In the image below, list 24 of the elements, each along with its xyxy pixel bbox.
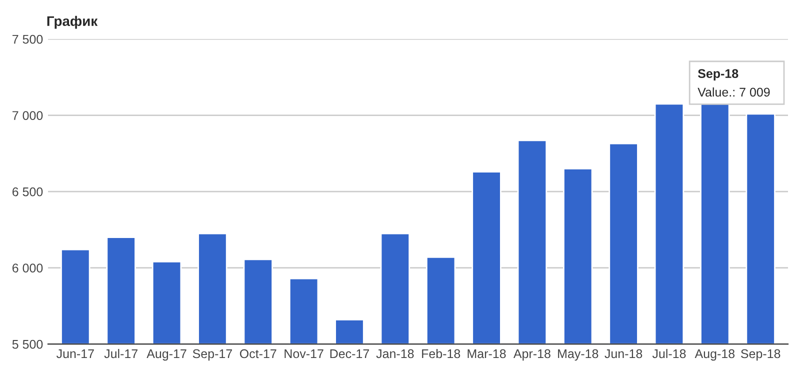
x-tick-label: Aug-18: [694, 349, 735, 361]
y-tick-label: 6 500: [12, 187, 43, 196]
x-tick-label: Dec-17: [330, 349, 370, 358]
annotation: Value.: 7 009: [698, 87, 770, 97]
y-tick-label: 7 500: [12, 34, 43, 44]
y-tick-label: 5 500: [12, 340, 43, 349]
y-tick-label: 7 000: [12, 111, 43, 120]
x-tick-label: May-18: [558, 349, 598, 361]
x-tick-label: Jul-17: [104, 348, 138, 358]
x-tick-label: Jan-18: [376, 349, 414, 358]
x-tick-label: Jun-18: [604, 349, 642, 358]
x-tick-label: Oct-17: [240, 349, 276, 358]
x-tick-label: Apr-18: [513, 349, 550, 361]
x-tick-label: Feb-18: [422, 348, 460, 358]
y-tick-label: 6 000: [12, 264, 43, 272]
x-tick-label: Jul-18: [652, 348, 686, 358]
annotation: Sep-18: [698, 69, 738, 80]
x-tick-label: Sep-18: [741, 349, 780, 361]
x-tick-label: Nov-17: [284, 349, 324, 358]
x-tick-label: Sep-17: [192, 349, 232, 361]
x-tick-label: Mar-18: [468, 349, 506, 358]
chart-title: График: [47, 16, 98, 29]
x-tick-label: Jun-17: [56, 349, 94, 358]
x-tick-label: Aug-17: [146, 349, 186, 361]
